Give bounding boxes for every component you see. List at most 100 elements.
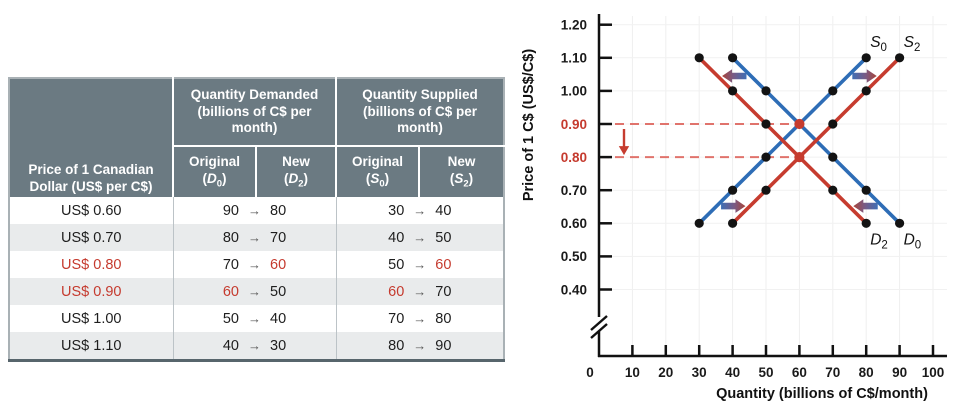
curve-label-subscript: 2: [914, 42, 920, 54]
y-tick-label: 0.80: [561, 150, 587, 165]
supply-original-value: 30: [388, 202, 405, 219]
curve-label-symbol: S: [870, 34, 881, 51]
curve-label-D0: D0: [904, 231, 922, 251]
data-point: [895, 218, 905, 228]
curve-label-subscript: 0: [915, 239, 921, 251]
shift-arrow-supply-right: [721, 199, 746, 213]
x-axis-title: Quantity (billions of C$/month): [716, 386, 928, 402]
price-cell: US$ 1.10: [9, 332, 173, 361]
demand-original-value: 70: [222, 256, 239, 273]
data-point: [694, 53, 704, 63]
arrow-glyph: →: [413, 202, 427, 218]
demand-cell: 40 → 30: [172, 332, 337, 361]
quantity-supplied-header: Quantity Supplied (billions of C$ per mo…: [335, 78, 505, 146]
y-axis-title: Price of 1 C$ (US$/C$): [521, 49, 537, 201]
subcol-label: New: [282, 154, 310, 170]
supply-cell: 50 → 60: [335, 251, 505, 278]
demand-new-value: 80: [270, 202, 287, 219]
price-cell: US$ 0.70: [9, 224, 173, 251]
arrow-glyph: →: [413, 283, 427, 299]
demand-cell: 60 → 50: [172, 278, 337, 305]
x-tick-label: 40: [725, 365, 740, 380]
price-cell: US$ 0.80: [61, 256, 122, 273]
x-tick-label: 90: [892, 365, 907, 380]
arrow-glyph: →: [248, 283, 261, 299]
supply-original-value: 50: [388, 256, 405, 273]
arrow-glyph: →: [413, 256, 427, 272]
curve-D2: [697, 55, 869, 226]
supply-original-value: 60: [388, 283, 405, 300]
axis-break-slash: [590, 323, 608, 339]
table-header: Price of 1 Canadian Dollar (US$ per C$) …: [9, 78, 505, 197]
supply-new-value: 40: [435, 202, 452, 219]
supply-original-value: 40: [388, 229, 405, 246]
price-cell: US$ 0.90: [9, 278, 173, 305]
data-point: [728, 53, 738, 63]
y-tick-label: 0.70: [561, 183, 587, 198]
y-tick-label: 1.10: [561, 51, 587, 66]
curve-symbol: D: [206, 170, 217, 186]
x-tick-label: 100: [922, 365, 945, 380]
subcol-close-paren: ): [303, 170, 309, 186]
exchange-rate-table: Price of 1 Canadian Dollar (US$ per C$) …: [8, 77, 506, 362]
demand-cell: 80 → 70: [172, 224, 337, 251]
curve-symbol: S: [454, 170, 464, 186]
subcol-header-S0: Original (S0): [335, 145, 420, 197]
curve-symbol: D: [288, 170, 299, 186]
supply-cell: 80 → 90: [335, 332, 505, 361]
arrow-glyph: →: [248, 310, 261, 326]
quantity-demanded-header: Quantity Demanded (billions of C$ per mo…: [171, 78, 337, 146]
supply-original-value: 70: [388, 310, 405, 327]
curve-label-subscript: 0: [881, 42, 887, 54]
price-column-header-label: Price of 1 Canadian Dollar (US$ per C$): [28, 162, 154, 194]
axis-break-slash: [590, 315, 608, 331]
gridlines: [599, 16, 947, 356]
curve-label-symbol: D: [870, 231, 881, 248]
curve-label-D2: D2: [870, 231, 888, 251]
shift-arrow-demand-left: [853, 199, 878, 213]
demand-new-value: 70: [270, 229, 287, 246]
supply-new-value: 80: [435, 310, 452, 327]
demand-original-value: 60: [222, 283, 239, 300]
subcol-header-D0: Original (D0): [172, 145, 256, 197]
table-row: US$ 0.70 80 → 70 40 → 50: [9, 224, 505, 251]
data-point: [728, 185, 738, 195]
arrow-glyph: →: [248, 202, 261, 218]
curve-subscript: 0: [216, 178, 223, 190]
subcol-header-S2: New (S2): [418, 145, 505, 197]
subcol-open-paren: (: [283, 170, 289, 186]
curve-label-symbol: S: [904, 34, 915, 51]
demand-original-value: 40: [222, 337, 239, 354]
supply-demand-chart: 0.40 0.50 0.60 0.70 0.80 0.90 1.00 1.10 1.20 0 10 2…: [521, 14, 947, 402]
equilibrium-point: [794, 118, 805, 130]
subcol-open-paren: (: [365, 170, 371, 186]
data-point: [828, 119, 838, 129]
data-point: [828, 86, 838, 96]
data-point: [861, 86, 871, 96]
demand-cell: 90 → 80: [172, 197, 337, 224]
subcol-close-paren: ): [468, 170, 474, 186]
arrow-glyph: →: [413, 337, 427, 353]
data-point: [761, 185, 771, 195]
x-tick-label: 50: [758, 365, 773, 380]
demand-new-value: 50: [270, 283, 287, 300]
curve-label-subscript: 2: [881, 239, 887, 251]
price-cell: US$ 1.00: [61, 310, 122, 327]
data-point: [728, 86, 738, 96]
x-tick-label: 80: [859, 365, 874, 380]
arrow-glyph: →: [248, 229, 261, 245]
data-point: [761, 119, 771, 129]
price-column-header: Price of 1 Canadian Dollar (US$ per C$): [9, 78, 173, 197]
table-body: US$ 0.60 90 → 80 30 → 40 US$ 0.70 80 → 70 40 → 50 US$ …: [9, 197, 505, 361]
x-tick-label: 60: [792, 365, 807, 380]
data-point: [761, 86, 771, 96]
y-tick-label: 0.50: [561, 249, 587, 264]
curve-label-symbol: D: [904, 231, 915, 248]
subcol-label: New: [447, 154, 476, 170]
table-row: US$ 0.60 90 → 80 30 → 40: [9, 197, 505, 224]
demand-new-value: 30: [270, 337, 287, 354]
table-row: US$ 1.00 50 → 40 70 → 80: [9, 305, 505, 332]
data-point: [895, 53, 905, 63]
demand-original-value: 90: [222, 202, 239, 219]
